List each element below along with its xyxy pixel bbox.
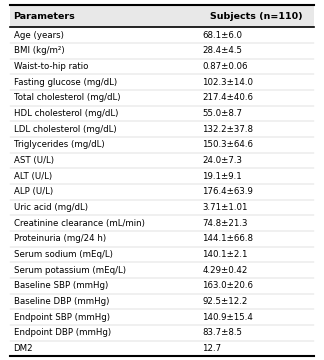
Text: 140.9±15.4: 140.9±15.4 — [202, 313, 253, 322]
Text: 102.3±14.0: 102.3±14.0 — [202, 78, 253, 87]
Text: Subjects (n=110): Subjects (n=110) — [211, 12, 303, 21]
Text: 176.4±63.9: 176.4±63.9 — [202, 187, 253, 196]
Text: 68.1±6.0: 68.1±6.0 — [202, 31, 242, 40]
Text: 55.0±8.7: 55.0±8.7 — [202, 109, 242, 118]
Text: 28.4±4.5: 28.4±4.5 — [202, 46, 242, 55]
Text: 92.5±12.2: 92.5±12.2 — [202, 297, 248, 306]
Text: Waist-to-hip ratio: Waist-to-hip ratio — [14, 62, 88, 71]
Bar — [10, 5, 314, 27]
Text: Baseline DBP (mmHg): Baseline DBP (mmHg) — [14, 297, 109, 306]
Text: 163.0±20.6: 163.0±20.6 — [202, 282, 253, 291]
Text: 19.1±9.1: 19.1±9.1 — [202, 172, 242, 181]
Text: 140.1±2.1: 140.1±2.1 — [202, 250, 248, 259]
Text: 132.2±37.8: 132.2±37.8 — [202, 125, 253, 134]
Text: Total cholesterol (mg/dL): Total cholesterol (mg/dL) — [14, 93, 120, 102]
Text: 24.0±7.3: 24.0±7.3 — [202, 156, 242, 165]
Text: 0.87±0.06: 0.87±0.06 — [202, 62, 248, 71]
Text: Endpoint SBP (mmHg): Endpoint SBP (mmHg) — [14, 313, 110, 322]
Text: ALT (U/L): ALT (U/L) — [14, 172, 52, 181]
Text: 144.1±66.8: 144.1±66.8 — [202, 234, 253, 243]
Text: Baseline SBP (mmHg): Baseline SBP (mmHg) — [14, 282, 108, 291]
Text: BMI (kg/m²): BMI (kg/m²) — [14, 46, 64, 55]
Text: 83.7±8.5: 83.7±8.5 — [202, 328, 242, 337]
Text: DM2: DM2 — [14, 344, 33, 353]
Text: LDL cholesterol (mg/dL): LDL cholesterol (mg/dL) — [14, 125, 116, 134]
Text: Creatinine clearance (mL/min): Creatinine clearance (mL/min) — [14, 219, 145, 228]
Text: 3.71±1.01: 3.71±1.01 — [202, 203, 248, 212]
Text: HDL cholesterol (mg/dL): HDL cholesterol (mg/dL) — [14, 109, 118, 118]
Text: Proteinuria (mg/24 h): Proteinuria (mg/24 h) — [14, 234, 106, 243]
Text: 150.3±64.6: 150.3±64.6 — [202, 140, 253, 149]
Text: 4.29±0.42: 4.29±0.42 — [202, 266, 248, 275]
Text: 12.7: 12.7 — [202, 344, 222, 353]
Text: Serum sodium (mEq/L): Serum sodium (mEq/L) — [14, 250, 112, 259]
Text: ALP (U/L): ALP (U/L) — [14, 187, 53, 196]
Text: Age (years): Age (years) — [14, 31, 64, 40]
Text: Fasting glucose (mg/dL): Fasting glucose (mg/dL) — [14, 78, 117, 87]
Text: Uric acid (mg/dL): Uric acid (mg/dL) — [14, 203, 87, 212]
Text: 74.8±21.3: 74.8±21.3 — [202, 219, 248, 228]
Text: AST (U/L): AST (U/L) — [14, 156, 53, 165]
Text: Triglycerides (mg/dL): Triglycerides (mg/dL) — [14, 140, 104, 149]
Text: Parameters: Parameters — [14, 12, 75, 21]
Text: Endpoint DBP (mmHg): Endpoint DBP (mmHg) — [14, 328, 111, 337]
Text: Serum potassium (mEq/L): Serum potassium (mEq/L) — [14, 266, 126, 275]
Text: 217.4±40.6: 217.4±40.6 — [202, 93, 253, 102]
